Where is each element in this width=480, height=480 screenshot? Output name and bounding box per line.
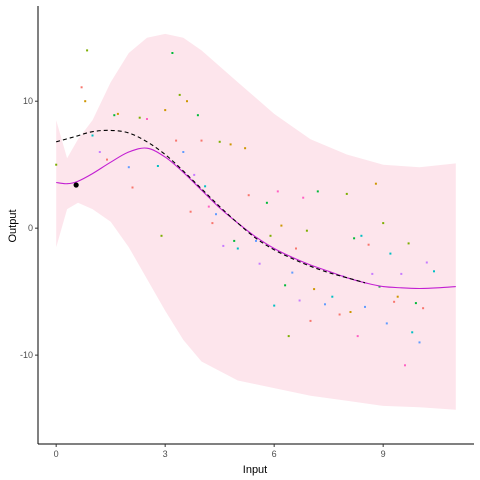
ticks-layer: 0 3 6 9 -10 0 10: [20, 96, 386, 459]
scatter-point: [313, 288, 316, 291]
x-axis-title: Input: [243, 464, 267, 476]
scatter-point: [84, 100, 87, 103]
scatter-point: [244, 147, 247, 150]
scatter-point: [298, 299, 301, 302]
scatter-point: [193, 173, 196, 176]
scatter-point: [211, 222, 214, 225]
scatter-point: [178, 93, 181, 96]
scatter-point: [258, 262, 261, 265]
lines-layer: [56, 129, 456, 290]
confidence-band: [56, 33, 456, 410]
scatter-point: [349, 311, 352, 313]
scatter-point: [160, 234, 163, 237]
scatter-point: [345, 192, 348, 195]
scatter-point: [247, 194, 250, 197]
scatter-point: [116, 112, 119, 115]
scatter-point: [382, 222, 385, 225]
scatter-point: [255, 239, 257, 242]
scatter-point: [273, 304, 276, 307]
scatter-point: [80, 86, 83, 89]
scatter-point: [356, 335, 359, 338]
scatter-point: [324, 303, 326, 306]
scatter-points-layer: [55, 49, 435, 367]
scatter-point: [404, 364, 406, 367]
scatter-point: [222, 244, 225, 247]
scatter-point: [91, 134, 94, 137]
scatter-point: [414, 302, 417, 305]
scatter-point: [138, 116, 141, 119]
scatter-point: [407, 242, 410, 245]
scatter-point: [378, 285, 381, 288]
scatter-point: [287, 335, 290, 338]
scatter-point: [200, 139, 203, 142]
confidence-band-layer: [56, 33, 456, 410]
y-tick-label: 10: [23, 96, 33, 106]
scatter-point: [106, 158, 108, 161]
scatter-point: [196, 114, 199, 117]
scatter-point: [171, 52, 174, 54]
scatter-point: [284, 284, 287, 287]
scatter-point: [156, 165, 159, 167]
scatter-point: [425, 261, 428, 264]
scatter-point: [418, 341, 421, 344]
scatter-point: [204, 185, 207, 188]
scatter-point: [422, 307, 425, 310]
scatter-point: [291, 271, 294, 274]
axes-layer: [37, 6, 474, 445]
scatter-point: [433, 270, 435, 273]
x-tick-label: 9: [381, 449, 386, 459]
scatter-point: [393, 300, 396, 303]
scatter-point: [280, 224, 283, 227]
scatter-point: [374, 182, 377, 185]
scatter-point: [302, 196, 305, 199]
x-tick-label: 0: [54, 449, 59, 459]
scatter-point: [127, 166, 130, 169]
scatter-point: [400, 272, 403, 275]
scatter-point: [295, 247, 297, 250]
scatter-point: [353, 237, 356, 240]
y-axis-title: Output: [7, 209, 19, 242]
scatter-point: [182, 151, 185, 153]
scatter-point: [215, 213, 217, 216]
scatter-point: [175, 139, 178, 142]
scatter-point: [316, 190, 319, 193]
scatter-point: [86, 49, 89, 52]
scatter-point: [338, 313, 341, 316]
highlight-point: [73, 182, 79, 188]
scatter-point: [186, 100, 188, 103]
scatter-point: [131, 186, 134, 189]
scatter-point: [229, 143, 232, 146]
scatter-point: [371, 272, 374, 275]
scatter-point: [385, 322, 388, 325]
scatter-point: [364, 305, 366, 308]
y-tick-label: -10: [20, 350, 33, 360]
scatter-point: [305, 229, 308, 232]
scatter-point: [396, 295, 399, 298]
scatter-point: [113, 114, 116, 117]
x-tick-label: 3: [163, 449, 168, 459]
scatter-point: [367, 243, 370, 246]
scatter-point: [55, 163, 58, 166]
dashed-line: [56, 129, 366, 284]
scatter-point: [189, 210, 192, 213]
mean-line: [56, 147, 456, 290]
scatter-point: [218, 140, 221, 143]
scatter-point: [360, 234, 363, 237]
scatter-point: [276, 190, 279, 193]
scatter-point: [236, 247, 239, 250]
scatter-point: [207, 205, 210, 208]
scatter-point: [146, 118, 148, 120]
scatter-point: [164, 109, 167, 112]
x-tick-label: 6: [272, 449, 277, 459]
scatter-point: [411, 331, 414, 334]
y-tick-label: 0: [28, 223, 33, 233]
scatter-point: [269, 234, 272, 237]
scatter-point: [265, 201, 268, 204]
scatter-point: [309, 319, 312, 322]
scatter-point: [331, 295, 334, 298]
scatter-point: [389, 252, 392, 255]
scatter-point: [98, 151, 101, 153]
scatter-point: [233, 239, 236, 242]
